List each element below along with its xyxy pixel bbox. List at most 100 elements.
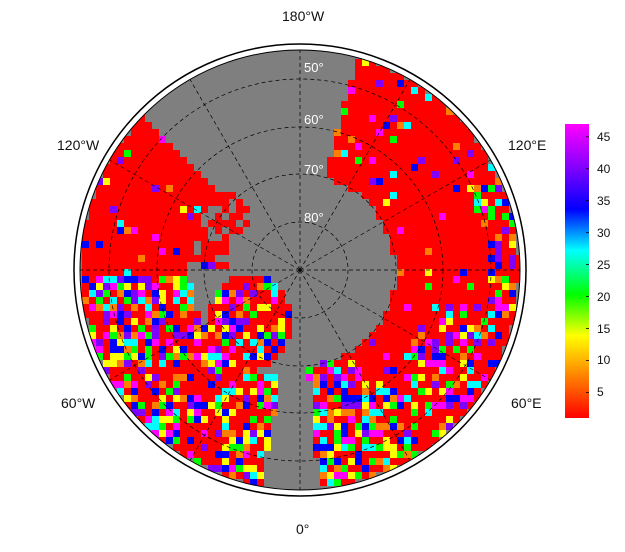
data-cell <box>446 395 453 402</box>
data-cell <box>411 101 418 108</box>
data-cell <box>103 325 110 332</box>
data-cell <box>271 283 278 290</box>
data-cell <box>222 430 229 437</box>
data-cell <box>481 227 488 234</box>
data-cell <box>369 73 376 80</box>
data-cell <box>145 192 152 199</box>
data-cell <box>341 115 348 122</box>
data-cell <box>488 353 495 360</box>
data-cell <box>404 311 411 318</box>
data-cell <box>425 325 432 332</box>
data-cell <box>82 241 89 248</box>
data-cell <box>187 451 194 458</box>
data-cell <box>201 241 208 248</box>
data-cell <box>432 227 439 234</box>
data-cell <box>439 199 446 206</box>
data-cell <box>411 122 418 129</box>
latitude-label: 50° <box>304 60 324 75</box>
data-cell <box>327 479 334 486</box>
data-cell <box>313 374 320 381</box>
data-cell <box>341 479 348 486</box>
data-cell <box>173 437 180 444</box>
data-cell <box>411 164 418 171</box>
data-cell <box>509 290 516 297</box>
data-cell <box>278 346 285 353</box>
data-cell <box>236 304 243 311</box>
data-cell <box>96 192 103 199</box>
data-cell <box>390 290 397 297</box>
data-cell <box>404 451 411 458</box>
data-cell <box>138 262 145 269</box>
data-cell <box>180 290 187 297</box>
data-cell <box>397 178 404 185</box>
data-cell <box>159 290 166 297</box>
data-cell <box>397 108 404 115</box>
data-cell <box>418 185 425 192</box>
data-cell <box>222 290 229 297</box>
data-cell <box>89 290 96 297</box>
data-cell <box>418 94 425 101</box>
data-cell <box>103 339 110 346</box>
graticule <box>80 50 520 490</box>
data-cell <box>411 304 418 311</box>
data-cell <box>152 234 159 241</box>
data-cell <box>446 178 453 185</box>
data-cell <box>488 297 495 304</box>
data-cell <box>425 381 432 388</box>
data-cell <box>404 262 411 269</box>
data-cell <box>341 381 348 388</box>
data-cell <box>250 423 257 430</box>
data-cell <box>488 367 495 374</box>
data-cell <box>124 297 131 304</box>
data-cell <box>355 185 362 192</box>
data-cell <box>453 262 460 269</box>
data-cell <box>404 185 411 192</box>
data-cell <box>411 143 418 150</box>
data-cell <box>180 206 187 213</box>
data-cell <box>173 360 180 367</box>
data-cell <box>89 234 96 241</box>
data-cell <box>376 437 383 444</box>
data-cell <box>509 276 516 283</box>
data-cell <box>474 262 481 269</box>
lon-label-60e: 60°E <box>511 395 542 411</box>
data-cell <box>439 262 446 269</box>
data-cell <box>390 458 397 465</box>
data-cell <box>460 325 467 332</box>
data-cell <box>278 318 285 325</box>
colorbar-tick-label: 15 <box>597 321 611 336</box>
data-cell <box>348 353 355 360</box>
data-cell <box>215 437 222 444</box>
data-cell <box>488 234 495 241</box>
data-cell <box>145 234 152 241</box>
data-cell <box>383 136 390 143</box>
data-cell <box>222 192 229 199</box>
data-cell <box>474 304 481 311</box>
data-cell <box>187 381 194 388</box>
data-cell <box>397 437 404 444</box>
data-cell <box>432 381 439 388</box>
data-cell <box>383 367 390 374</box>
data-cell <box>474 353 481 360</box>
data-cell <box>383 164 390 171</box>
data-cell <box>481 157 488 164</box>
data-cell <box>173 444 180 451</box>
data-cell <box>369 346 376 353</box>
data-cell <box>313 451 320 458</box>
data-cell <box>138 332 145 339</box>
data-cell <box>208 423 215 430</box>
data-cell <box>467 213 474 220</box>
data-cell <box>411 381 418 388</box>
data-cell <box>404 381 411 388</box>
data-cell <box>180 444 187 451</box>
data-cell <box>194 388 201 395</box>
data-cell <box>229 227 236 234</box>
data-cell <box>271 304 278 311</box>
data-cell <box>180 220 187 227</box>
data-cell <box>411 136 418 143</box>
meridian-line <box>299 159 491 271</box>
data-cell <box>96 276 103 283</box>
data-cell <box>369 423 376 430</box>
data-cell <box>236 311 243 318</box>
data-cell <box>425 360 432 367</box>
